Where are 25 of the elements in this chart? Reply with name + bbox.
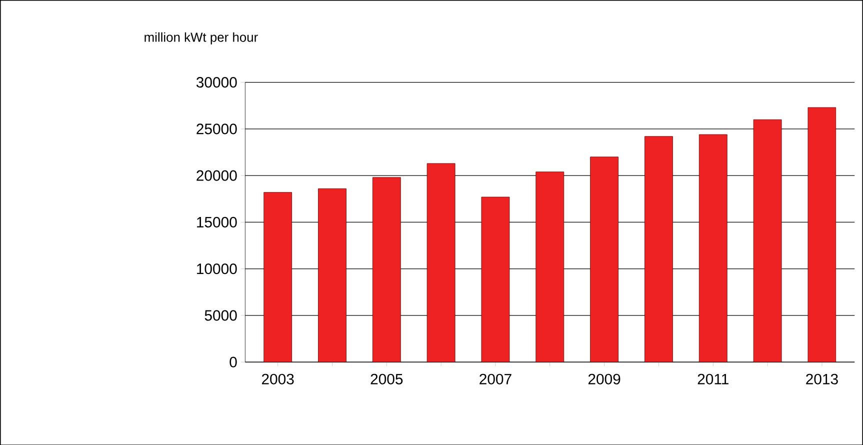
bar — [426, 163, 456, 362]
bar — [318, 188, 346, 362]
y-tick-label: 5000 — [204, 310, 237, 321]
x-tick-label: 2013 — [806, 374, 838, 384]
y-tick-label: 15000 — [197, 216, 237, 228]
bar — [808, 107, 836, 362]
bar — [698, 134, 728, 362]
x-tick-label: 2009 — [588, 374, 620, 384]
x-tick-label: 2011 — [698, 374, 728, 384]
bar — [481, 196, 510, 362]
bar — [264, 192, 292, 362]
x-tick-label: 2003 — [262, 374, 294, 384]
bar — [536, 171, 564, 362]
bar — [590, 156, 618, 362]
y-tick-label: 25000 — [196, 123, 237, 134]
y-tick-label: 10000 — [197, 263, 237, 274]
y-axis-title: million kWt per hour — [144, 32, 258, 44]
y-tick-label: 0 — [230, 356, 237, 368]
bar — [644, 136, 673, 362]
y-tick-label: 30000 — [196, 76, 237, 88]
x-tick-label: 2005 — [370, 374, 403, 384]
bar — [372, 177, 401, 362]
y-tick-label: 20000 — [196, 170, 237, 181]
x-tick-label: 2007 — [480, 374, 512, 384]
bar — [753, 119, 782, 362]
